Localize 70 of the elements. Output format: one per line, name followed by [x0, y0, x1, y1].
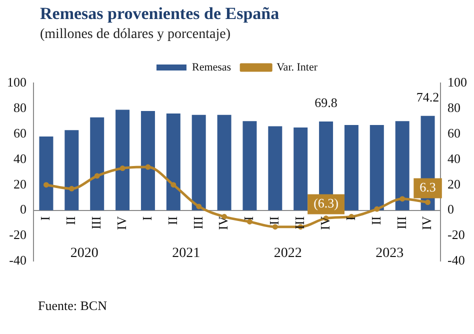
point [272, 224, 278, 230]
y2-tick-label: -40 [448, 252, 465, 268]
x-tick-label: I [342, 216, 358, 221]
y-tick-label: -20 [9, 227, 26, 242]
bar [294, 128, 308, 210]
point [145, 164, 151, 170]
point [68, 186, 74, 192]
y2-tick-label: 80 [448, 100, 460, 115]
source-note: Fuente: BCN [38, 298, 107, 314]
y2-tick-label: 100 [448, 74, 467, 90]
x-tick-label: I [139, 216, 154, 221]
chart-subtitle: (millones de dólares y porcentaje) [40, 27, 230, 43]
x-tick-label: I [241, 216, 256, 221]
y-tick-label: 0 [20, 202, 26, 217]
bar [217, 114, 232, 210]
annotation: 2021 [172, 246, 200, 261]
x-tick-label: III [190, 216, 206, 230]
bar [64, 130, 79, 210]
annotation: 2022 [274, 246, 302, 261]
data-label: 74.2 [416, 89, 440, 104]
point [374, 206, 380, 212]
x-tick-label: II [266, 216, 282, 225]
bar [344, 125, 358, 210]
x-tick-label: IV [114, 216, 129, 230]
y2-tick-label: -20 [448, 227, 465, 242]
x-tick-label: III [292, 216, 308, 230]
y2-tick-label: 20 [448, 176, 460, 192]
point [196, 204, 202, 210]
x-tick-label: III [88, 216, 104, 230]
data-label: 69.8 [314, 94, 338, 110]
legend-label: Remesas [192, 61, 232, 74]
y-tick-label: 60 [14, 125, 26, 140]
x-tick-label: III [394, 216, 409, 230]
point [43, 182, 49, 188]
bar [395, 121, 410, 210]
y-tick-label: 40 [14, 150, 26, 166]
y2-tick-label: 40 [448, 150, 460, 166]
bar [140, 111, 155, 210]
point [170, 182, 176, 188]
bar [268, 126, 282, 210]
y-tick-label: 100 [7, 74, 26, 90]
annotation: 2020 [70, 246, 98, 261]
x-tick-label: IV [317, 216, 332, 230]
x-tick-label: I [38, 216, 53, 221]
y2-tick-label: 60 [448, 125, 460, 140]
x-tick-label: IV [216, 216, 231, 230]
point [425, 200, 431, 206]
y2-tick-label: 0 [448, 202, 454, 217]
x-tick-label: II [368, 216, 384, 225]
bar [39, 136, 54, 210]
x-tick-label: II [63, 216, 78, 225]
bar [242, 121, 257, 210]
bar [116, 110, 130, 210]
point [120, 166, 126, 172]
annotation: 2023 [376, 246, 404, 261]
bar [192, 114, 206, 210]
x-tick-label: II [164, 216, 180, 225]
y-tick-label: -40 [9, 252, 26, 268]
x-tick-label: IV [419, 216, 434, 230]
data-label: (6.3) [314, 196, 338, 211]
legend-label: Var. Inter [276, 61, 318, 74]
y-tick-label: 80 [14, 100, 26, 115]
bar [90, 117, 104, 210]
data-label: 6.3 [420, 180, 436, 195]
chart-title: Remesas provenientes de España [40, 4, 280, 24]
bar [370, 125, 384, 210]
y-tick-label: 20 [14, 176, 26, 192]
bar [166, 114, 180, 210]
point [400, 196, 406, 202]
point [94, 173, 100, 179]
